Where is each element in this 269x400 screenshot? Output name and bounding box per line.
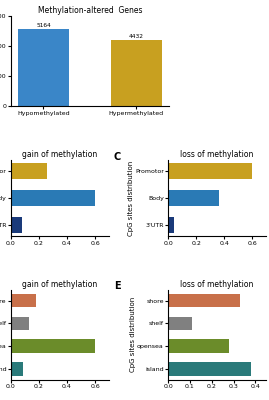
Bar — [168, 316, 192, 330]
Bar — [11, 217, 22, 233]
Title: gain of methylation: gain of methylation — [22, 280, 98, 289]
Y-axis label: CpG sites distribution: CpG sites distribution — [130, 297, 136, 372]
Bar — [11, 163, 47, 179]
Bar — [11, 362, 23, 376]
Bar — [111, 40, 162, 106]
Title: gain of methylation: gain of methylation — [22, 150, 98, 159]
Text: 5164: 5164 — [36, 23, 51, 28]
Bar — [11, 190, 95, 206]
Title: loss of methylation: loss of methylation — [180, 150, 254, 159]
Bar — [11, 294, 36, 308]
Title: loss of methylation: loss of methylation — [180, 280, 254, 289]
Bar — [168, 163, 252, 179]
Text: C: C — [114, 152, 121, 162]
Text: E: E — [114, 280, 121, 290]
Bar — [168, 217, 174, 233]
Title: Methylation-altered  Genes: Methylation-altered Genes — [38, 6, 142, 15]
Bar — [168, 190, 219, 206]
Bar — [168, 362, 251, 376]
Bar — [168, 294, 240, 308]
Y-axis label: CpG sites distribution: CpG sites distribution — [128, 160, 134, 236]
Bar — [11, 339, 95, 353]
Bar — [18, 28, 69, 106]
Bar — [11, 316, 29, 330]
Text: 4432: 4432 — [129, 34, 144, 39]
Bar — [168, 339, 229, 353]
